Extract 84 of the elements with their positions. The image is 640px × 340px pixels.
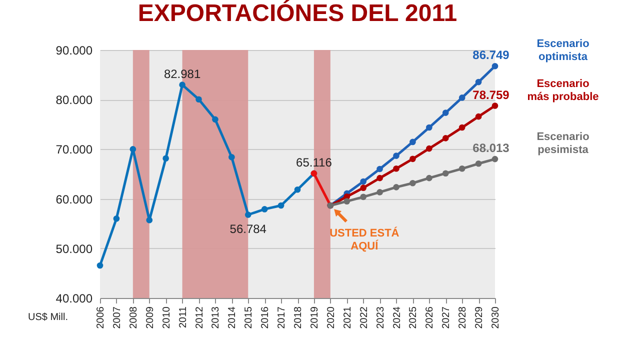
point (162, 155, 169, 162)
point (442, 110, 449, 116)
point (458, 124, 466, 131)
point (376, 166, 383, 172)
point (179, 82, 186, 88)
x-tick-label: 2012 (194, 306, 206, 329)
point (442, 135, 449, 142)
y-axis-title: US$ Mill. (28, 312, 68, 323)
y-tick-label: 60.000 (56, 192, 93, 206)
x-tick-label: 2014 (227, 306, 238, 329)
point (410, 180, 416, 186)
y-tick-label: 70.000 (56, 142, 93, 157)
annotation: USTED ESTÁ AQUÍ (330, 226, 400, 252)
point (393, 152, 400, 159)
x-tick-label: 2030 (490, 306, 502, 329)
point (426, 124, 432, 131)
text: Escenario optimista (536, 38, 590, 64)
point (393, 165, 400, 172)
point (344, 198, 350, 204)
point (442, 170, 449, 177)
x-tick-label: 2010 (161, 306, 172, 329)
x-tick-label: 2024 (392, 306, 403, 329)
data-label: 68.013 (472, 141, 510, 156)
point (475, 113, 482, 120)
x-tick-label: 2021 (342, 306, 354, 329)
point (410, 156, 416, 162)
point (196, 96, 202, 103)
x-tick-label: 2025 (408, 306, 420, 329)
point (492, 102, 498, 109)
point (393, 184, 400, 190)
point (261, 206, 268, 212)
x-tick-label: 2019 (309, 306, 320, 329)
point (458, 94, 466, 101)
point (360, 178, 366, 185)
x-tick-label: 2028 (458, 306, 469, 329)
data-label: 82.981 (164, 66, 201, 81)
x-tick-label: 2016 (260, 306, 272, 329)
x-tick-label: 2015 (244, 306, 255, 329)
point (113, 215, 120, 222)
x-tick-label: 2006 (96, 306, 106, 329)
text: Escenario pesimista (536, 131, 590, 156)
data-label: 56.784 (230, 222, 267, 236)
point (278, 202, 284, 209)
point (426, 174, 432, 182)
point (475, 160, 482, 167)
x-tick-label: 2029 (474, 306, 486, 329)
point (475, 78, 482, 86)
point (376, 174, 383, 182)
y-tick-label: 80.000 (56, 93, 93, 108)
x-tick-label: 2022 (358, 306, 370, 329)
data-label: 86.749 (472, 48, 510, 62)
x-tick-label: 2020 (326, 306, 337, 329)
x-tick-label: 2026 (424, 306, 436, 329)
x-tick-label: 2013 (210, 306, 222, 329)
y-tick-label: 40.000 (56, 292, 93, 306)
point (212, 116, 218, 123)
point (130, 146, 136, 152)
x-tick-label: 2011 (178, 306, 189, 328)
point (458, 165, 466, 172)
y-tick-label: 50.000 (56, 242, 93, 256)
point (228, 154, 235, 160)
x-tick-label: 2018 (293, 306, 304, 329)
point (96, 262, 104, 269)
point (146, 216, 153, 224)
x-tick-label: 2009 (144, 306, 156, 329)
point (492, 62, 498, 70)
point (410, 138, 416, 146)
x-tick-label: 2023 (375, 306, 386, 329)
point (244, 212, 252, 218)
data-label: 65.116 (296, 155, 332, 170)
point (360, 184, 366, 191)
point (426, 145, 432, 152)
point (492, 156, 498, 162)
point (360, 194, 366, 200)
point (294, 186, 301, 193)
x-tick-label: 2017 (276, 306, 288, 329)
data-label: 78.759 (472, 88, 510, 102)
x-tick-label: 2027 (441, 306, 452, 329)
text: Escenario más probable (527, 78, 599, 103)
point (376, 189, 383, 196)
y-tick-label: 90.000 (56, 44, 93, 58)
chart-title: EXPORTACIÓNES DEL 2011 (138, 0, 458, 28)
x-tick-label: 2008 (128, 306, 140, 329)
x-tick-label: 2007 (112, 306, 123, 329)
